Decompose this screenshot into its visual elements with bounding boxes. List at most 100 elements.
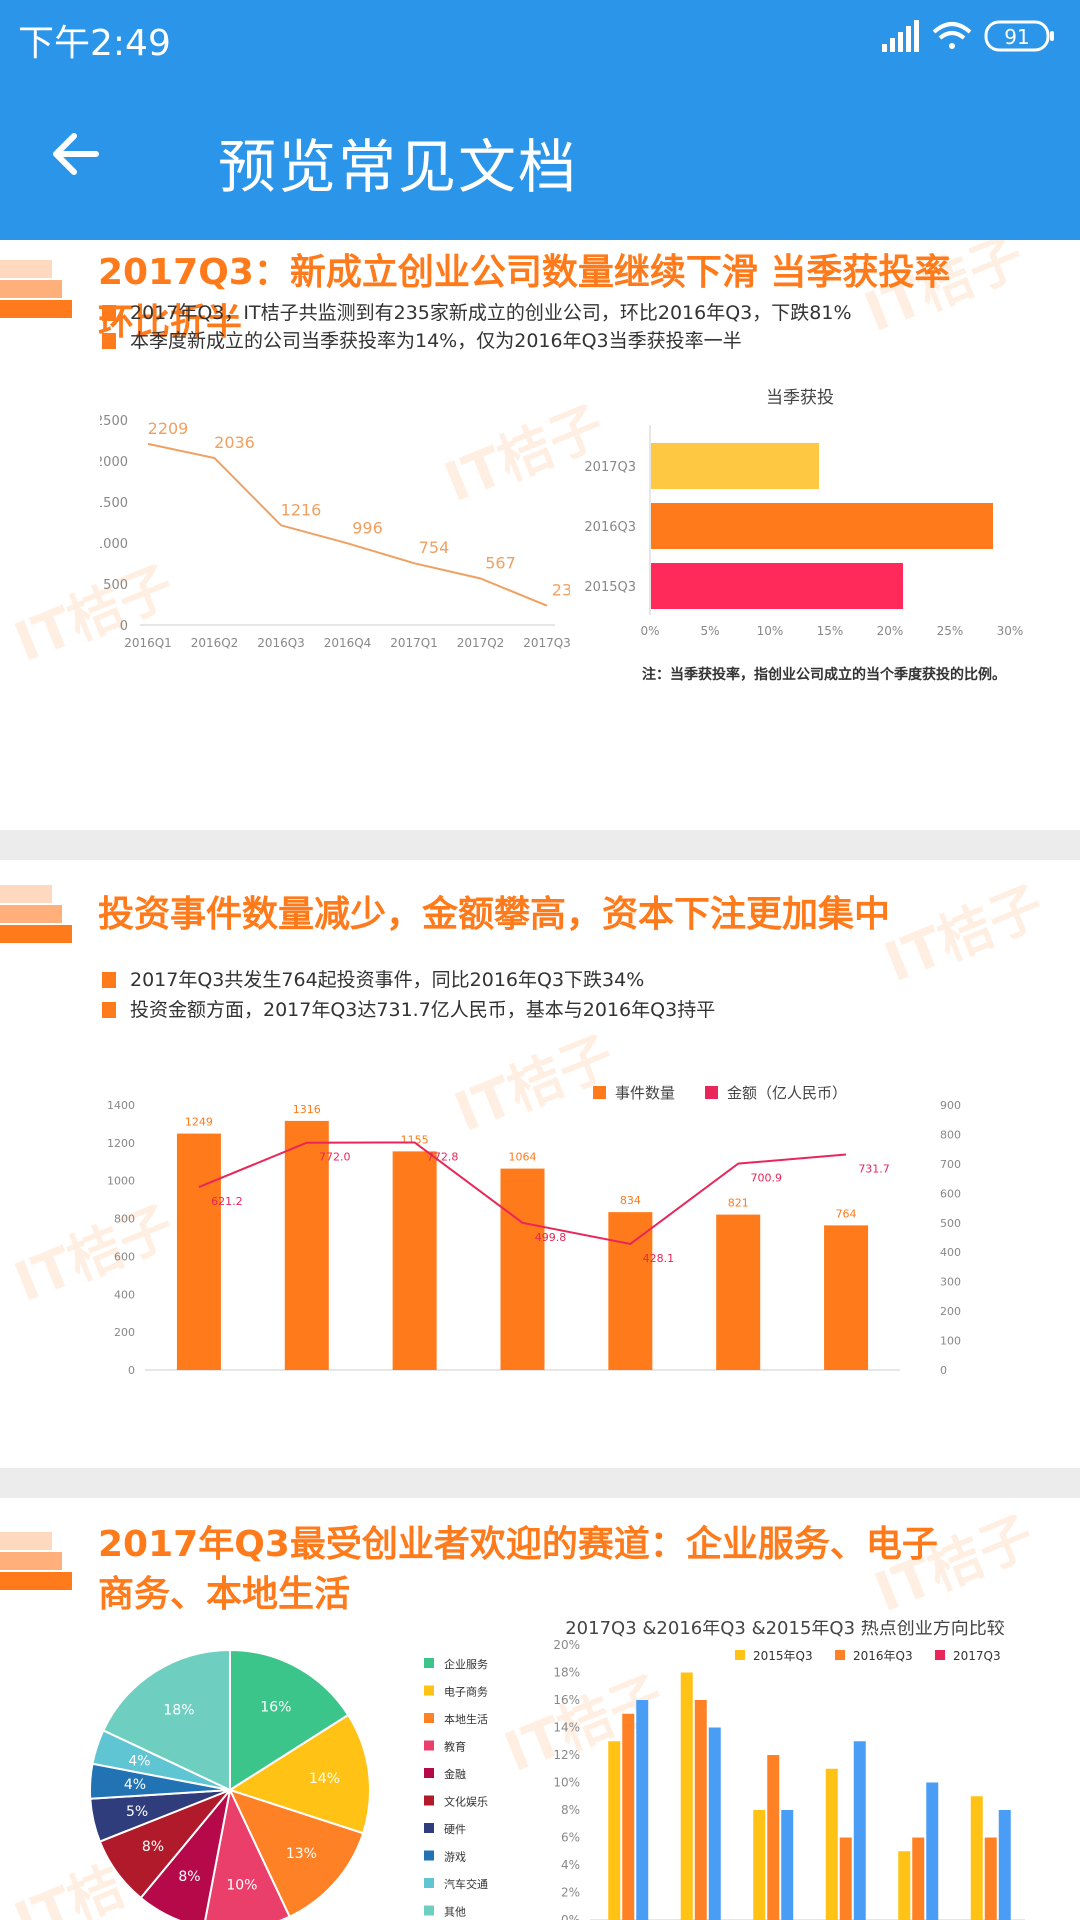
bullet-text: 2017年Q3，IT桔子共监测到有235家新成立的创业公司，环比2016年Q3，… [130,302,852,324]
x-tick-label: 2016Q3 [393,1378,437,1380]
pie-slice-label: 13% [286,1846,317,1862]
pie-slice [101,1648,231,1792]
app-bar: 预览常见文档 [0,72,1080,240]
bullet-item: 2017年Q3共发生764起投资事件，同比2016年Q3下跌34% [102,967,644,993]
y-right-tick-label: 900 [940,1099,961,1112]
y-tick-label: 0% [561,1913,580,1920]
y-left-tick-label: 1400 [107,1099,135,1112]
legend-swatch [424,1905,434,1916]
legend-swatch [424,1740,434,1751]
wifi-icon [932,22,972,49]
x-tick-label: 2017Q3 [523,636,570,650]
legend-swatch [424,1850,434,1861]
bullet-text: 2017年Q3共发生764起投资事件，同比2016年Q3下跌34% [130,969,645,991]
x-tick-label: 2017Q3 [824,1378,868,1380]
y-tick-label: 18% [553,1666,580,1680]
y-tick-label: 12% [553,1748,580,1762]
new-companies-line-chart: 0 500 1000 1500 2000 2500 2016Q1 2016Q2 2016Q3 20… [100,414,570,650]
series-line [147,442,548,607]
x-tick-label: 2017Q1 [390,636,438,650]
legend-label: 金额（亿人民币） [727,1084,847,1102]
bar [781,1810,794,1920]
bar [898,1851,911,1920]
data-label: 235 [552,581,570,600]
bar [998,1810,1011,1920]
legend-swatch [705,1086,718,1099]
x-tick-label: 2017Q1 [609,1378,653,1380]
y-tick-label: 2500 [100,414,128,429]
bar-data-label: 1155 [401,1133,429,1146]
y-tick-label: 2016Q3 [584,520,636,535]
data-label: 567 [485,554,516,573]
bullet-text: 本季度新成立的公司当季获投率为14%，仅为2016年Q3当季获投率一半 [130,330,742,352]
legend-label: 其他 [444,1906,466,1919]
sector-comparison-bar-chart: 2017Q3 &2016年Q3 &2015年Q3 热点创业方向比较 0% 2% 4% 6… [553,1620,1025,1920]
y-right-tick-label: 700 [940,1158,961,1171]
legend-label: 电子商务 [444,1685,488,1699]
x-tick-label: 20% [877,624,904,638]
legend-label: 金融 [444,1767,466,1781]
legend-swatch [935,1650,945,1660]
bar [912,1837,925,1920]
y-left-tick-label: 200 [114,1326,135,1339]
y-left-tick-label: 1000 [107,1175,135,1188]
legend-label: 企业服务 [444,1657,488,1671]
page-title: 预览常见文档 [218,133,579,201]
bar-data-label: 1316 [293,1103,321,1116]
x-tick-label: 2016Q4 [501,1378,545,1380]
x-tick-label: 2017Q2 [716,1378,760,1380]
y-tick-label: 6% [561,1831,580,1845]
bullet-item: 2017年Q3，IT桔子共监测到有235家新成立的创业公司，环比2016年Q3，… [102,300,852,326]
slide-1-title-line-1: 2017Q3：新成立创业公司数量继续下滑 当季获投率 [98,252,951,293]
line-data-label: 428.1 [643,1252,675,1265]
y-left-tick-label: 1200 [107,1137,135,1150]
pie-slice [228,1788,365,1919]
legend-label: 2017Q3 [953,1649,1001,1663]
watermark: IT桔子 [876,874,1053,995]
y-tick-label: 500 [103,578,128,593]
battery-icon: 91 [984,20,1054,52]
bar [392,1151,437,1370]
bar [839,1837,852,1920]
legend-label: 教育 [444,1740,466,1754]
line-data-label: 700.9 [750,1172,782,1185]
legend-swatch [424,1713,434,1723]
bar [694,1700,707,1920]
status-time: 下午2:49 [18,23,171,64]
status-bar: 下午2:49 91 [0,0,1080,72]
y-tick-label: 2000 [100,455,128,470]
investment-events-combo-chart: 0 200 400 600 800 1000 1200 1400 0 100 200 300 400 50… [107,1084,961,1380]
legend-label: 文化娱乐 [444,1795,488,1809]
series-line [198,1141,847,1246]
pie-slice-label: 18% [163,1703,194,1719]
bullet-icon [102,1002,116,1018]
watermark: IT桔子 [866,1504,1043,1625]
bar [651,443,819,489]
y-tick-label: 1000 [100,537,128,552]
x-tick-label: 15% [817,624,844,638]
bar [970,1796,983,1920]
bar-data-label: 834 [620,1194,641,1207]
line-data-label: 772.8 [427,1150,459,1163]
bullet-item: 本季度新成立的公司当季获投率为14%，仅为2016年Q3当季获投率一半 [102,328,742,354]
legend-label: 2016年Q3 [853,1649,913,1663]
slide-3-title-line-2: 商务、本地生活 [98,1574,351,1615]
back-arrow-icon[interactable] [46,124,106,184]
legend-swatch [424,1878,434,1888]
bar [651,563,903,609]
y-tick-label: 2017Q3 [584,460,636,475]
x-tick-label: 0% [640,624,659,638]
legend-swatch [424,1795,434,1806]
pie-slice [204,1786,291,1920]
legend-label: 游戏 [444,1851,466,1864]
y-tick-label: 10% [553,1776,580,1790]
bar-data-label: 764 [836,1207,857,1220]
pie-slice-label: 4% [124,1777,146,1793]
bullet-icon [102,972,116,988]
y-tick-label: 2015Q3 [584,580,636,595]
legend-swatch [424,1768,434,1778]
document-preview[interactable]: 2017Q3：新成立创业公司数量继续下滑 当季获投率 环比折半 IT桔子 IT桔… [0,240,1080,1920]
x-tick-label: 2016Q1 [177,1378,221,1380]
pie-slice-label: 10% [226,1877,257,1893]
x-tick-label: 30% [997,624,1024,638]
